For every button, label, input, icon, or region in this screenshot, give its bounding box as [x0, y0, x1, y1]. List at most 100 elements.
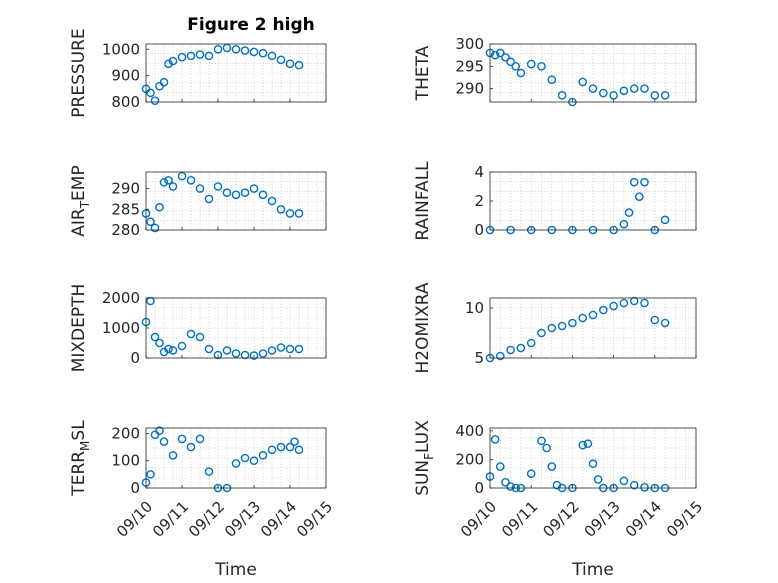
data-point — [258, 48, 268, 58]
y-axis-label: SUNFLUX — [413, 420, 436, 496]
data-point — [660, 91, 670, 100]
data-point — [619, 86, 629, 96]
y-axis-label: TERRMSL — [69, 420, 92, 497]
axes-box — [489, 297, 697, 359]
data-point — [240, 453, 250, 463]
y-tick-label: 100 — [111, 452, 140, 470]
data-point — [195, 434, 205, 444]
data-point — [258, 450, 268, 460]
axes-box — [145, 43, 327, 103]
data-point — [619, 298, 629, 308]
y-tick-label: 900 — [111, 67, 140, 85]
data-point — [629, 177, 639, 187]
data-point — [650, 315, 660, 325]
y-axis-label: RAINFALL — [413, 161, 433, 241]
data-point — [290, 437, 299, 446]
data-point — [609, 301, 618, 311]
axes-box — [145, 427, 327, 489]
data-point — [258, 349, 268, 358]
data-point — [168, 56, 178, 66]
y-tick-label: 0 — [474, 479, 484, 497]
data-point — [650, 91, 660, 100]
data-point — [537, 62, 546, 71]
data-point — [204, 194, 214, 204]
y-tick-label: 400 — [455, 422, 484, 440]
data-point — [511, 62, 521, 71]
data-point — [186, 51, 196, 61]
data-point — [231, 349, 241, 358]
data-point — [537, 328, 546, 338]
y-tick-label: 5 — [474, 349, 484, 367]
y-axis-label: THETA — [413, 45, 433, 101]
data-point — [588, 84, 598, 93]
data-point — [195, 184, 205, 193]
data-point — [231, 190, 241, 200]
data-point — [204, 467, 214, 476]
data-point — [231, 44, 241, 54]
data-point — [578, 313, 588, 323]
data-point — [506, 345, 515, 355]
y-tick-label: 300 — [455, 35, 484, 53]
data-point — [177, 434, 187, 444]
data-point — [267, 196, 277, 206]
data-point — [155, 202, 164, 212]
axes-box — [489, 43, 697, 103]
x-axis-label: Time — [571, 560, 614, 580]
data-point — [204, 344, 214, 354]
y-tick-label: 2 — [474, 192, 484, 210]
data-point — [267, 51, 277, 61]
data-point — [240, 188, 250, 198]
data-point — [526, 338, 536, 348]
data-point — [159, 77, 169, 87]
y-tick-label: 0 — [474, 221, 484, 239]
y-tick-label: 290 — [111, 180, 140, 198]
data-point — [506, 482, 515, 491]
data-point — [583, 439, 593, 449]
y-tick-label: 2000 — [102, 289, 140, 307]
data-point — [150, 332, 160, 342]
data-point — [159, 437, 169, 446]
data-point — [547, 462, 557, 471]
data-point — [629, 480, 639, 490]
y-tick-label: 290 — [455, 80, 484, 98]
data-point — [640, 177, 649, 187]
data-point — [164, 59, 173, 69]
data-point — [150, 96, 160, 105]
data-point — [516, 343, 526, 353]
y-axis-label: AIRTEMP — [69, 165, 92, 236]
data-point — [164, 344, 173, 354]
data-point — [501, 477, 510, 487]
data-point — [557, 321, 567, 331]
figure-title: Figure 2 high — [187, 15, 315, 35]
data-point — [195, 332, 205, 342]
data-point — [213, 44, 223, 54]
data-point — [276, 55, 286, 65]
data-point — [495, 48, 505, 58]
y-axis-label: H2OMIXRA — [413, 282, 433, 373]
data-point — [276, 204, 286, 214]
data-point — [177, 341, 187, 351]
data-point — [285, 344, 295, 354]
y-tick-label: 280 — [111, 221, 140, 239]
subplot-air-temp: 280 285 290 AIRTEMP — [69, 165, 327, 239]
data-point — [213, 182, 223, 191]
data-point — [213, 350, 223, 360]
data-point — [593, 475, 603, 484]
data-point — [146, 296, 155, 306]
axes-box — [489, 427, 697, 489]
data-point — [578, 77, 588, 87]
data-point — [155, 426, 164, 436]
x-axis-label: Time — [214, 560, 257, 580]
axes-box — [145, 171, 327, 231]
data-point — [249, 351, 259, 360]
data-point — [557, 91, 567, 100]
data-point — [159, 178, 169, 187]
data-point — [490, 50, 500, 60]
data-point — [599, 88, 608, 98]
data-point — [168, 346, 178, 355]
y-tick-label: 295 — [455, 57, 484, 75]
y-tick-label: 800 — [111, 93, 140, 111]
data-point — [249, 184, 259, 193]
